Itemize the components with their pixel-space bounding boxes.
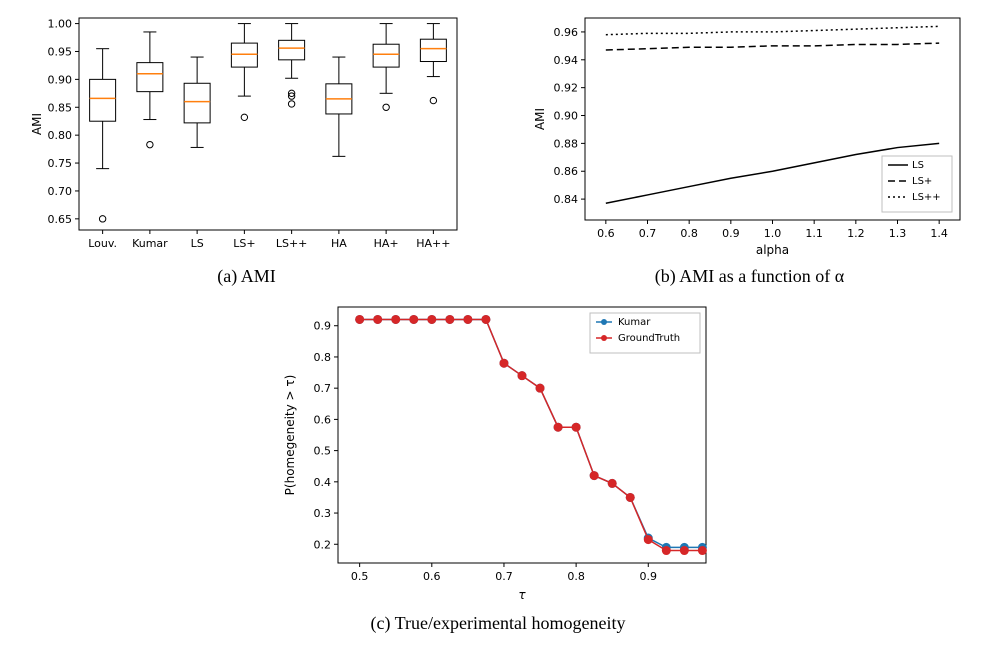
svg-text:0.92: 0.92 (553, 82, 578, 95)
svg-text:1.3: 1.3 (888, 227, 906, 240)
svg-text:LS++: LS++ (912, 192, 941, 203)
svg-text:0.65: 0.65 (47, 213, 72, 226)
svg-text:0.95: 0.95 (47, 45, 72, 58)
homogeneity-chart: 0.2 0.3 0.4 0.5 0.6 0.7 0.8 0.9 0.5 0.6 0.7 0.8 0.9 P… (278, 297, 718, 607)
svg-text:P(homegeneity > τ): P(homegeneity > τ) (283, 375, 297, 496)
svg-text:0.2: 0.2 (314, 538, 332, 551)
svg-text:0.5: 0.5 (314, 445, 332, 458)
svg-text:LS+: LS+ (233, 237, 255, 250)
svg-text:0.90: 0.90 (47, 73, 72, 86)
svg-text:0.5: 0.5 (351, 570, 369, 583)
panel-c: 0.2 0.3 0.4 0.5 0.6 0.7 0.8 0.9 0.5 0.6 0.7 0.8 0.9 P… (278, 297, 718, 634)
panel-b: 0.84 0.86 0.88 0.90 0.92 0.94 0.96 0.6 0.7 0.8 0.9… (513, 10, 986, 287)
svg-text:0.9: 0.9 (640, 570, 658, 583)
svg-text:1.00: 1.00 (47, 18, 72, 31)
svg-text:τ: τ (518, 588, 526, 602)
svg-text:1.1: 1.1 (805, 227, 823, 240)
svg-text:0.6: 0.6 (423, 570, 441, 583)
svg-text:0.7: 0.7 (638, 227, 656, 240)
svg-text:1.0: 1.0 (763, 227, 781, 240)
svg-text:0.90: 0.90 (553, 110, 578, 123)
figure-grid: 0.65 0.70 0.75 0.80 0.85 0.90 0.95 1.00 AMI Louv.… (10, 10, 986, 634)
svg-text:LS++: LS++ (275, 237, 307, 250)
svg-text:HA: HA (330, 237, 346, 250)
svg-text:HA+: HA+ (373, 237, 398, 250)
svg-text:0.9: 0.9 (722, 227, 740, 240)
svg-text:0.6: 0.6 (314, 413, 332, 426)
svg-text:1.4: 1.4 (930, 227, 948, 240)
panel-b-caption: (b) AMI as a function of α (655, 266, 844, 287)
svg-text:LS: LS (912, 160, 924, 171)
svg-text:LS: LS (190, 237, 203, 250)
svg-text:GroundTruth: GroundTruth (618, 333, 680, 344)
svg-text:0.9: 0.9 (314, 320, 332, 333)
boxplot-chart: 0.65 0.70 0.75 0.80 0.85 0.90 0.95 1.00 AMI Louv.… (27, 10, 467, 260)
svg-text:LS+: LS+ (912, 176, 932, 187)
svg-text:alpha: alpha (755, 243, 788, 257)
svg-text:AMI: AMI (30, 113, 44, 135)
svg-text:0.8: 0.8 (680, 227, 698, 240)
svg-text:Louv.: Louv. (88, 237, 117, 250)
svg-text:0.96: 0.96 (553, 26, 578, 39)
svg-text:0.94: 0.94 (553, 54, 578, 67)
svg-text:AMI: AMI (533, 108, 547, 130)
svg-text:0.3: 0.3 (314, 507, 332, 520)
svg-text:0.86: 0.86 (553, 165, 578, 178)
svg-text:0.8: 0.8 (567, 570, 585, 583)
svg-text:0.85: 0.85 (47, 101, 72, 114)
svg-text:0.7: 0.7 (495, 570, 513, 583)
svg-text:0.88: 0.88 (553, 137, 578, 150)
svg-text:Kumar: Kumar (618, 317, 651, 328)
svg-text:0.75: 0.75 (47, 157, 72, 170)
panel-a-caption: (a) AMI (217, 266, 275, 287)
svg-text:0.80: 0.80 (47, 129, 72, 142)
svg-text:0.84: 0.84 (553, 193, 578, 206)
svg-text:0.4: 0.4 (314, 476, 332, 489)
svg-text:0.8: 0.8 (314, 351, 332, 364)
svg-text:HA++: HA++ (416, 237, 450, 250)
svg-text:0.70: 0.70 (47, 185, 72, 198)
svg-text:Kumar: Kumar (132, 237, 168, 250)
svg-text:0.7: 0.7 (314, 382, 332, 395)
svg-text:1.2: 1.2 (847, 227, 865, 240)
panel-a: 0.65 0.70 0.75 0.80 0.85 0.90 0.95 1.00 AMI Louv.… (10, 10, 483, 287)
svg-text:0.6: 0.6 (597, 227, 615, 240)
alpha-line-chart: 0.84 0.86 0.88 0.90 0.92 0.94 0.96 0.6 0.7 0.8 0.9… (530, 10, 970, 260)
panel-c-caption: (c) True/experimental homogeneity (371, 613, 626, 634)
